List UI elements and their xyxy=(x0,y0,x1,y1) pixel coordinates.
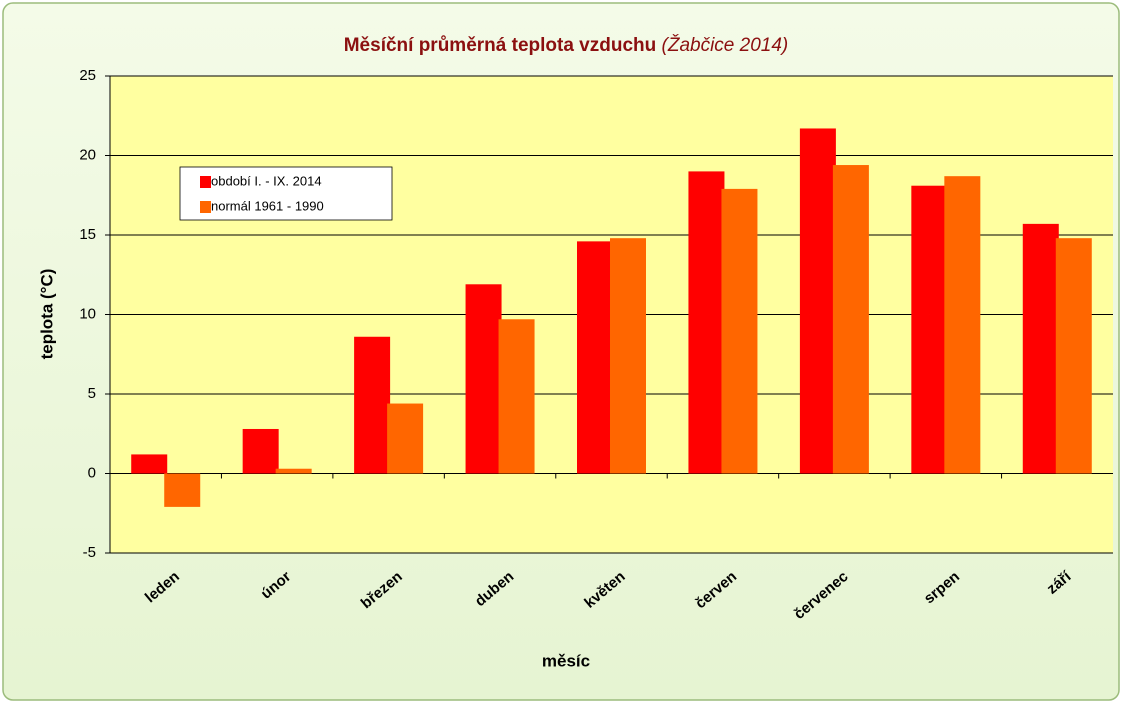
legend-swatch xyxy=(200,176,211,188)
chart-title: Měsíční průměrná teplota vzduchu (Žabčic… xyxy=(344,34,789,56)
bar xyxy=(354,336,391,474)
bar xyxy=(911,185,948,474)
legend-box xyxy=(179,166,393,221)
bar xyxy=(1022,223,1059,474)
y-tick-label: 20 xyxy=(79,146,96,163)
bar xyxy=(577,241,613,474)
y-tick-label: 25 xyxy=(79,67,96,84)
legend-label: období I. - IX. 2014 xyxy=(211,173,322,188)
bar xyxy=(1055,238,1092,474)
y-axis-label: teplota (°C) xyxy=(37,269,56,360)
x-axis-label: měsíc xyxy=(542,651,590,670)
legend-label: normál 1961 - 1990 xyxy=(211,198,324,213)
y-tick-label: -5 xyxy=(83,544,96,561)
bar xyxy=(498,319,535,474)
bar xyxy=(610,238,646,474)
bar xyxy=(721,188,758,474)
legend-swatch xyxy=(200,201,211,213)
bar xyxy=(688,171,725,474)
bar xyxy=(275,468,312,474)
bar xyxy=(465,284,502,474)
bar xyxy=(164,473,201,507)
bar xyxy=(242,428,279,474)
subtitle: (Žabčice 2014) xyxy=(662,34,789,56)
y-tick-label: 0 xyxy=(88,464,96,481)
bar xyxy=(944,176,981,474)
y-tick-label: 10 xyxy=(79,305,96,322)
y-tick-label: 5 xyxy=(88,385,96,402)
title: Měsíční průměrná teplota vzduchu xyxy=(344,35,657,56)
bar xyxy=(832,165,869,474)
y-tick-label: 15 xyxy=(79,226,96,243)
bar xyxy=(131,454,168,474)
bar xyxy=(387,403,424,474)
bar xyxy=(799,128,836,474)
